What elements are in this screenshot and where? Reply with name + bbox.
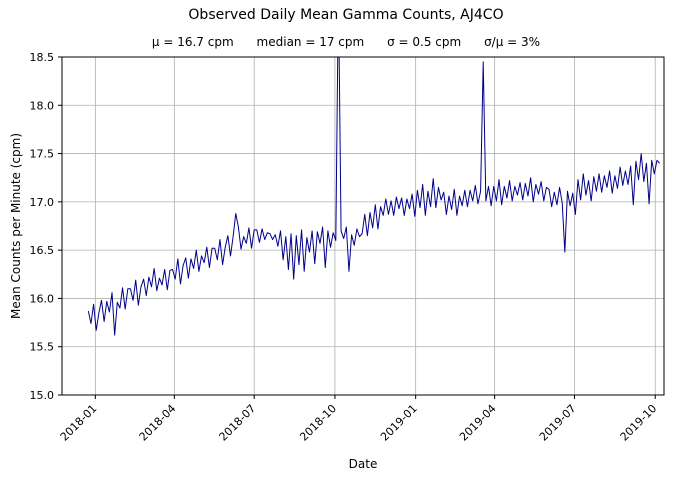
y-tick-label: 18.0 [30, 99, 55, 112]
y-tick-label: 15.0 [30, 389, 55, 402]
x-tick-label: 2019-07 [537, 402, 579, 444]
y-tick-label: 15.5 [30, 341, 55, 354]
x-tick-label: 2018-10 [297, 402, 339, 444]
y-tick-label: 18.5 [30, 51, 55, 64]
x-tick-label: 2019-01 [378, 402, 420, 444]
x-tick-label: 2018-04 [137, 402, 179, 444]
y-tick-label: 17.5 [30, 148, 55, 161]
plot-border [61, 56, 665, 396]
x-tick-label: 2018-01 [58, 402, 100, 444]
x-axis-label: Date [348, 457, 378, 471]
x-tick-label: 2019-04 [457, 402, 499, 444]
chart-title: Observed Daily Mean Gamma Counts, AJ4CO [188, 7, 504, 23]
y-tick-label: 17.0 [30, 196, 55, 209]
y-tick-label: 16.0 [30, 292, 55, 305]
y-tick-label: 16.5 [30, 244, 55, 257]
x-tick-label: 2018-07 [217, 402, 259, 444]
data-line [87, 57, 660, 336]
chart-subtitle: μ = 16.7 cpm median = 17 cpm σ = 0.5 cpm… [151, 35, 541, 49]
x-tick-label: 2019-10 [618, 402, 660, 444]
